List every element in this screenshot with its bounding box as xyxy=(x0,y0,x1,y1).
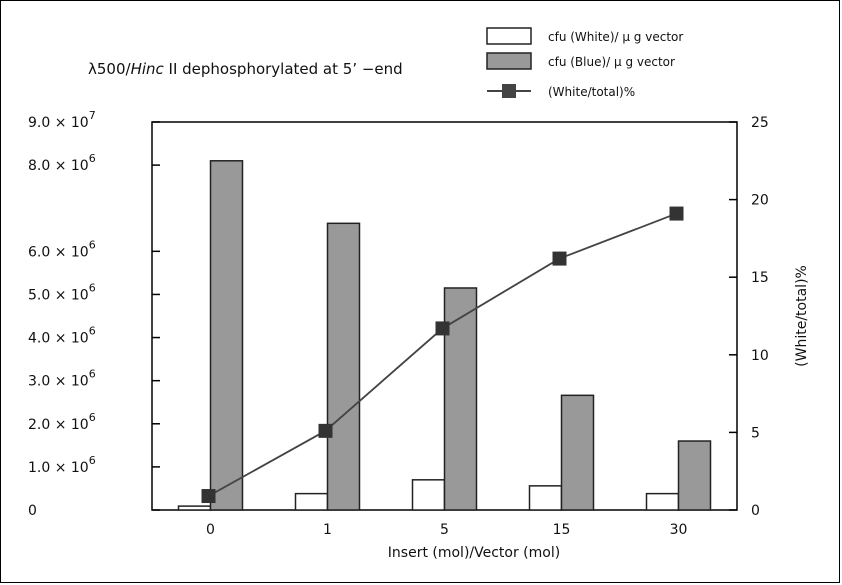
right-tick-label-0: 0 xyxy=(751,503,760,519)
x-tick-label-1: 1 xyxy=(323,522,332,538)
bar-blue-2 xyxy=(443,287,478,511)
right-tick-label-1: 5 xyxy=(751,425,760,441)
bar-white-1 xyxy=(294,492,329,511)
line-series xyxy=(201,206,684,504)
left-tick-label-7: 8.0 × 106 xyxy=(28,152,96,174)
bar-white-3 xyxy=(528,485,563,511)
x-axis: 0 1 5 15 30 xyxy=(206,522,687,538)
right-tick-label-3: 15 xyxy=(751,270,769,286)
legend-swatch-white xyxy=(486,27,532,45)
chart-title: λ500/Hinc II dephosphorylated at 5’ −end xyxy=(88,60,403,78)
right-axis: 0 5 10 15 20 25 xyxy=(729,115,769,519)
x-axis-label: Insert (mol)/Vector (mol) xyxy=(388,545,560,561)
x-tick-label-4: 30 xyxy=(670,522,688,538)
left-tick-label-1: 1.0 × 106 xyxy=(28,454,96,476)
legend-marker xyxy=(502,84,516,98)
left-tick-label-5: 5.0 × 106 xyxy=(28,281,96,303)
left-tick-label-4: 4.0 × 106 xyxy=(28,325,96,347)
bar-blue-0 xyxy=(209,160,244,511)
legend: cfu (White)/ μ g vector cfu (Blue)/ μ g … xyxy=(486,27,683,99)
ratio-point-1 xyxy=(318,423,333,438)
bar-white-2 xyxy=(411,479,446,511)
bar-blue-4 xyxy=(677,440,712,511)
x-tick-label-3: 15 xyxy=(553,522,571,538)
left-axis: 0 1.0 × 106 2.0 × 106 3.0 × 106 4.0 × 106 5.0… xyxy=(28,109,160,519)
bar-white-4 xyxy=(645,492,680,511)
legend-label-blue: cfu (Blue)/ μ g vector xyxy=(548,55,675,69)
left-tick-label-0: 0 xyxy=(28,503,37,519)
ratio-line xyxy=(208,212,677,497)
bar-series xyxy=(177,160,712,511)
right-tick-label-5: 25 xyxy=(751,115,769,131)
legend-label-ratio: (White/total)% xyxy=(548,85,635,99)
ratio-point-0 xyxy=(201,489,216,504)
legend-label-white: cfu (White)/ μ g vector xyxy=(548,30,683,44)
ratio-point-4 xyxy=(669,206,684,221)
left-tick-label-2: 2.0 × 106 xyxy=(28,411,96,433)
left-tick-label-6: 6.0 × 106 xyxy=(28,238,96,260)
ratio-point-3 xyxy=(552,251,567,266)
right-axis-label: (White/total)% xyxy=(794,265,810,367)
legend-swatch-blue xyxy=(486,52,532,70)
left-tick-label-3: 3.0 × 106 xyxy=(28,368,96,390)
x-tick-label-2: 5 xyxy=(440,522,449,538)
right-tick-label-2: 10 xyxy=(751,348,769,364)
right-tick-label-4: 20 xyxy=(751,193,769,209)
left-tick-label-8: 9.0 × 107 xyxy=(28,109,96,131)
bar-blue-3 xyxy=(560,394,595,511)
bar-blue-1 xyxy=(326,222,361,511)
ratio-point-2 xyxy=(435,321,450,336)
bar-white-0 xyxy=(177,505,212,511)
x-tick-label-0: 0 xyxy=(206,522,215,538)
